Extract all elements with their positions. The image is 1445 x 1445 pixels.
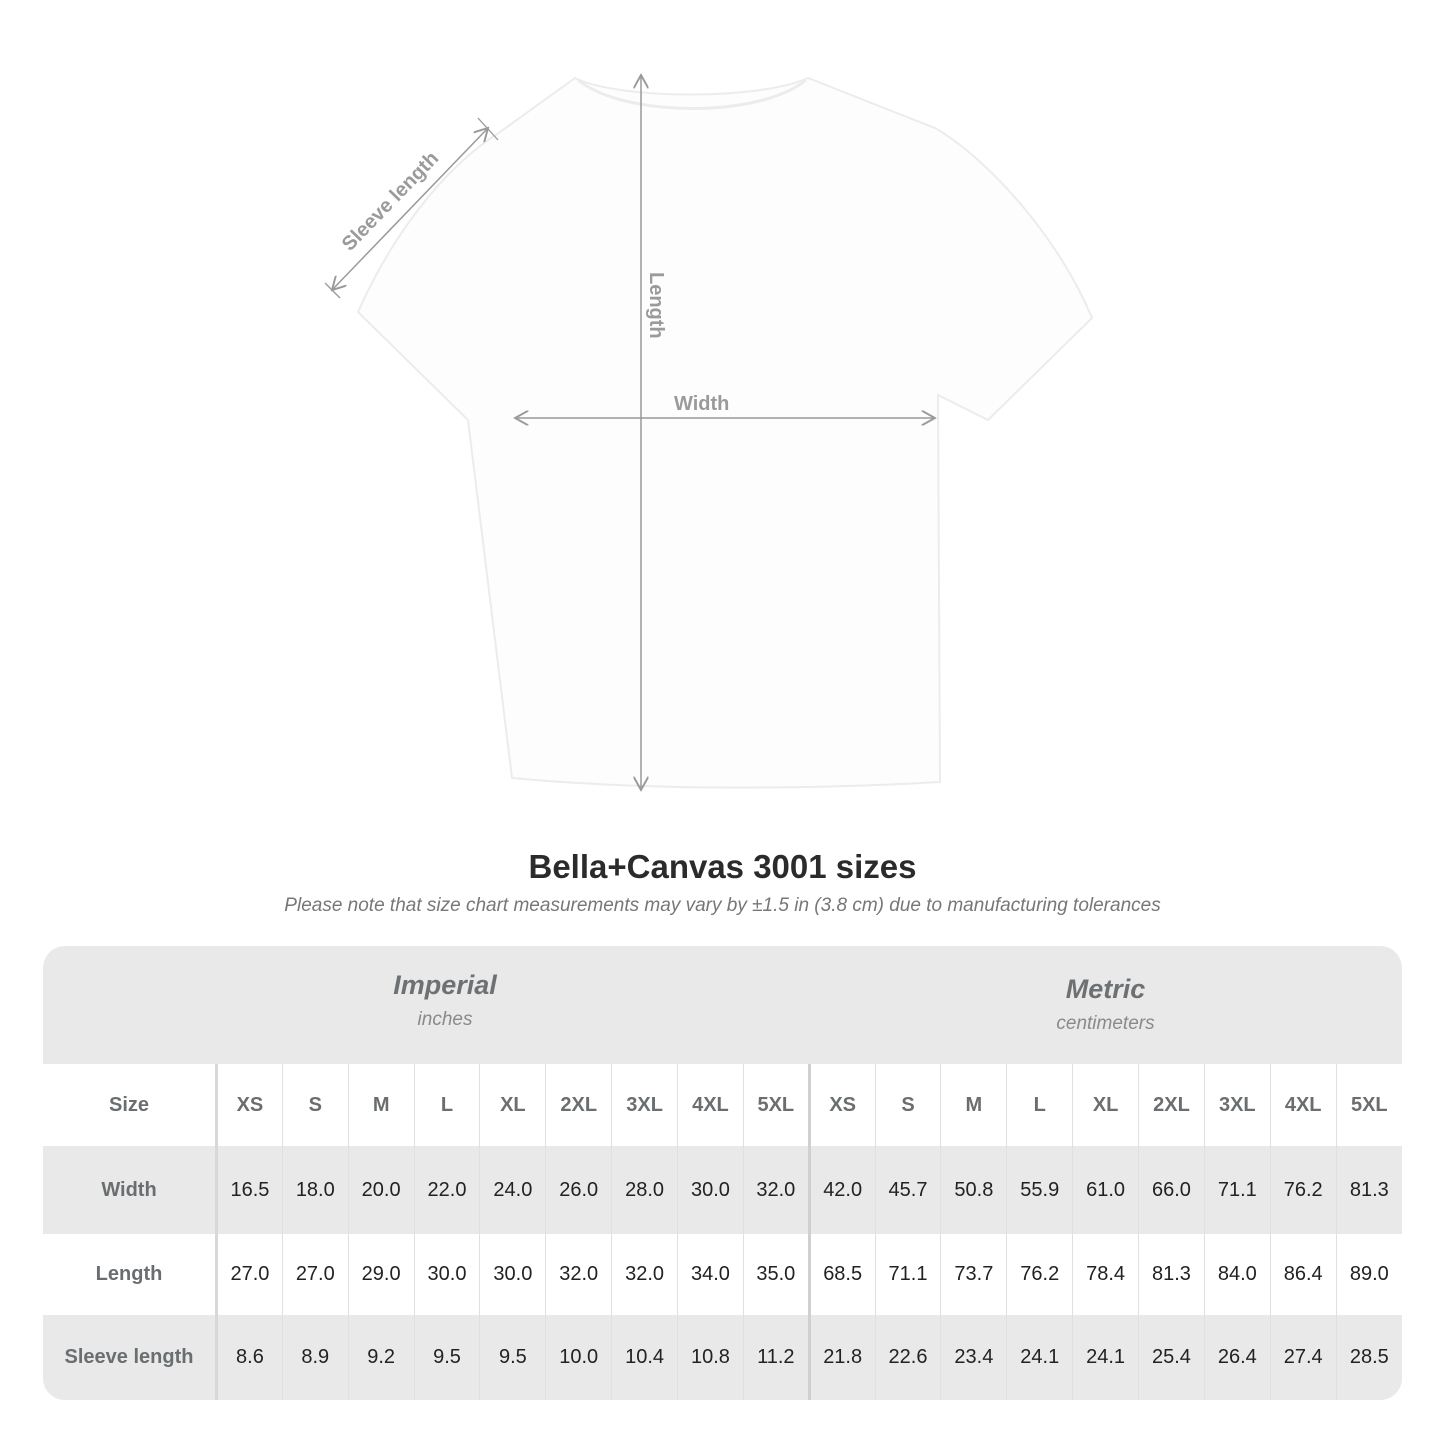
imperial-size-4xl: 4XL (677, 1064, 744, 1146)
imperial-size-m: M (347, 1064, 415, 1146)
tolerance-note: Please note that size chart measurements… (284, 895, 1161, 916)
metric-size-5xl: 5XL (1335, 1064, 1402, 1146)
imperial-value: 10.0 (545, 1315, 612, 1400)
tshirt-diagram: Sleeve length Length Width (324, 0, 1094, 830)
metric-value: 66.0 (1138, 1146, 1205, 1234)
imperial-value: 30.0 (413, 1234, 480, 1315)
imperial-value: 34.0 (677, 1234, 744, 1315)
imperial-value: 22.0 (413, 1146, 480, 1234)
imperial-size-5xl: 5XL (742, 1064, 810, 1146)
metric-size-l: L (1006, 1064, 1073, 1146)
metric-value: 24.1 (1072, 1315, 1139, 1400)
metric-unit: centimeters (1056, 1013, 1155, 1034)
tshirt-shape (356, 76, 1094, 789)
row-label: Size (43, 1064, 218, 1146)
metric-header: Metric centimeters (809, 974, 1402, 1035)
sleeve-arrow (332, 128, 488, 290)
imperial-size-2xl: 2XL (545, 1064, 612, 1146)
imperial-value: 28.0 (611, 1146, 678, 1234)
metric-value: 71.1 (1203, 1146, 1271, 1234)
metric-value: 55.9 (1006, 1146, 1073, 1234)
metric-value: 22.6 (874, 1315, 941, 1400)
imperial-value: 10.4 (611, 1315, 678, 1400)
metric-value: 45.7 (874, 1146, 941, 1234)
imperial-value: 27.0 (216, 1234, 283, 1315)
metric-value: 27.4 (1269, 1315, 1337, 1400)
imperial-size-3xl: 3XL (611, 1064, 678, 1146)
table-row: Length 27.0 27.0 29.0 30.0 30.0 32.0 32.0 34.0 35… (43, 1234, 1402, 1315)
metric-value: 28.5 (1335, 1315, 1402, 1400)
imperial-value: 30.0 (677, 1146, 744, 1234)
imperial-value: 11.2 (742, 1315, 810, 1400)
metric-size-m: M (940, 1064, 1007, 1146)
row-label: Length (43, 1234, 218, 1315)
metric-size-3xl: 3XL (1203, 1064, 1271, 1146)
size-chart: Imperial inches Metric centimeters Size X… (43, 946, 1402, 1400)
imperial-size-l: L (413, 1064, 480, 1146)
imperial-value: 8.6 (216, 1315, 283, 1400)
metric-size-xs: XS (807, 1064, 876, 1146)
row-label: Width (43, 1146, 218, 1234)
imperial-value: 24.0 (479, 1146, 546, 1234)
length-label: Length (645, 272, 667, 339)
table-row: Sleeve length 8.6 8.9 9.2 9.5 9.5 10.0 10.4 10.8… (43, 1315, 1402, 1400)
metric-value: 71.1 (874, 1234, 941, 1315)
metric-value: 84.0 (1203, 1234, 1271, 1315)
metric-title: Metric (1065, 974, 1146, 1004)
metric-value: 26.4 (1203, 1315, 1271, 1400)
metric-size-xl: XL (1072, 1064, 1139, 1146)
imperial-size-xs: XS (216, 1064, 283, 1146)
imperial-value: 16.5 (216, 1146, 283, 1234)
metric-value: 81.3 (1138, 1234, 1205, 1315)
imperial-value: 9.2 (347, 1315, 415, 1400)
imperial-unit: inches (417, 1009, 473, 1030)
imperial-value: 32.0 (611, 1234, 678, 1315)
imperial-value: 9.5 (413, 1315, 480, 1400)
imperial-value: 18.0 (281, 1146, 349, 1234)
metric-value: 81.3 (1335, 1146, 1402, 1234)
imperial-value: 9.5 (479, 1315, 546, 1400)
imperial-value: 20.0 (347, 1146, 415, 1234)
imperial-value: 10.8 (677, 1315, 744, 1400)
metric-value: 86.4 (1269, 1234, 1337, 1315)
imperial-value: 8.9 (281, 1315, 349, 1400)
metric-value: 42.0 (807, 1146, 876, 1234)
metric-size-s: S (874, 1064, 941, 1146)
size-table: Size XS S M L XL 2XL 3XL 4XL 5XL XS S M L XL 2XL 3XL 4XL 5… (43, 1064, 1402, 1400)
imperial-value: 35.0 (742, 1234, 810, 1315)
metric-value: 76.2 (1269, 1146, 1337, 1234)
metric-value: 78.4 (1072, 1234, 1139, 1315)
metric-size-4xl: 4XL (1269, 1064, 1337, 1146)
imperial-value: 32.0 (742, 1146, 810, 1234)
imperial-size-xl: XL (479, 1064, 546, 1146)
imperial-value: 27.0 (281, 1234, 349, 1315)
page-title: Bella+Canvas 3001 sizes (528, 848, 917, 885)
imperial-header: Imperial inches (215, 970, 675, 1031)
metric-value: 89.0 (1335, 1234, 1402, 1315)
metric-value: 25.4 (1138, 1315, 1205, 1400)
metric-value: 50.8 (940, 1146, 1007, 1234)
metric-value: 76.2 (1006, 1234, 1073, 1315)
imperial-value: 32.0 (545, 1234, 612, 1315)
size-header-row: Size XS S M L XL 2XL 3XL 4XL 5XL XS S M L XL 2XL 3XL 4XL 5… (43, 1064, 1402, 1146)
metric-value: 61.0 (1072, 1146, 1139, 1234)
imperial-value: 26.0 (545, 1146, 612, 1234)
metric-value: 68.5 (807, 1234, 876, 1315)
imperial-value: 30.0 (479, 1234, 546, 1315)
metric-value: 24.1 (1006, 1315, 1073, 1400)
width-label: Width (674, 393, 729, 415)
metric-value: 73.7 (940, 1234, 1007, 1315)
imperial-size-s: S (281, 1064, 349, 1146)
metric-size-2xl: 2XL (1138, 1064, 1205, 1146)
row-label: Sleeve length (43, 1315, 218, 1400)
imperial-title: Imperial (393, 970, 497, 1000)
table-row: Width 16.5 18.0 20.0 22.0 24.0 26.0 28.0 30.0 32.… (43, 1146, 1402, 1234)
imperial-value: 29.0 (347, 1234, 415, 1315)
metric-value: 23.4 (940, 1315, 1007, 1400)
metric-value: 21.8 (807, 1315, 876, 1400)
